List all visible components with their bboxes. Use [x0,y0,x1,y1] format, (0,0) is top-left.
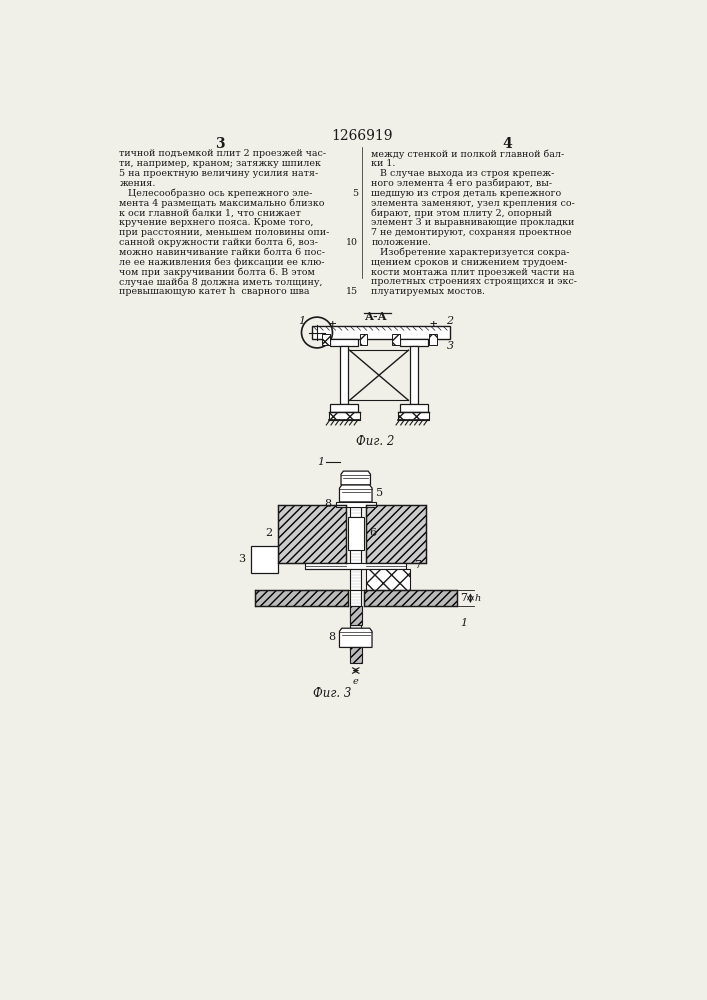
Text: 10: 10 [346,238,358,247]
Text: 5: 5 [352,189,358,198]
Polygon shape [341,471,370,485]
Bar [279,505,346,563]
Text: ного элемента 4 его разбирают, вы-: ного элемента 4 его разбирают, вы- [371,179,552,188]
Bar [305,563,406,569]
Text: 8: 8 [325,499,332,509]
Bar [348,517,363,550]
Bar [366,505,426,563]
Text: между стенкой и полкой главной бал-: между стенкой и полкой главной бал- [371,149,564,159]
Text: элемент 3 и выравнивающие прокладки: элемент 3 и выравнивающие прокладки [371,218,575,227]
Text: А-А: А-А [366,311,388,322]
Bar [340,346,348,404]
Text: санной окружности гайки болта 6, воз-: санной окружности гайки болта 6, воз- [119,238,318,247]
Text: ле ее наживления без фиксации ее клю-: ле ее наживления без фиксации ее клю- [119,258,325,267]
Text: чом при закручивании болта 6. В этом: чом при закручивании болта 6. В этом [119,268,315,277]
Text: можно навинчивание гайки болта 6 пос-: можно навинчивание гайки болта 6 пос- [119,248,325,257]
Bar [330,404,358,412]
Bar [349,647,362,663]
Bar [329,412,360,420]
Text: 7: 7 [414,560,421,570]
Text: плуатируемых мостов.: плуатируемых мостов. [371,287,485,296]
Bar [255,590,348,606]
Text: Целесообразно ось крепежного эле-: Целесообразно ось крепежного эле- [119,189,312,198]
Text: Фиг. 2: Фиг. 2 [356,435,395,448]
Text: 1: 1 [460,618,467,628]
Text: элемента заменяют, узел крепления со-: элемента заменяют, узел крепления со- [371,199,575,208]
Text: случае шайба 8 должна иметь толщину,: случае шайба 8 должна иметь толщину, [119,277,323,287]
Bar [392,334,400,345]
Text: Фиг. 3: Фиг. 3 [313,687,351,700]
Bar [349,606,362,625]
Text: 3: 3 [238,554,245,564]
Bar [330,339,358,346]
Text: 7: 7 [460,593,467,603]
Text: Изобретение характеризуется сокра-: Изобретение характеризуется сокра- [371,248,570,257]
Bar [400,339,428,346]
Text: при расстоянии, меньшем половины опи-: при расстоянии, меньшем половины опи- [119,228,329,237]
Text: пролетных строениях строящихся и экс-: пролетных строениях строящихся и экс- [371,277,577,286]
Bar [349,606,362,625]
Text: мента 4 размещать максимально близко: мента 4 размещать максимально близко [119,199,325,208]
Bar [322,334,330,345]
Polygon shape [339,628,372,647]
Text: 15: 15 [346,287,358,296]
Bar [410,346,418,404]
Text: к оси главной балки 1, что снижает: к оси главной балки 1, что снижает [119,208,301,217]
Text: 3: 3 [216,137,225,151]
Bar [336,502,376,507]
Text: жения.: жения. [119,179,156,188]
Text: 8: 8 [329,632,336,642]
Text: 2: 2 [446,316,453,326]
Text: 1: 1 [317,457,325,467]
Bar [351,507,361,650]
Text: превышающую катет h  сварного шва: превышающую катет h сварного шва [119,287,310,296]
Text: +: + [329,318,337,331]
Bar [366,505,426,563]
Text: 7 не демонтируют, сохраняя проектное: 7 не демонтируют, сохраняя проектное [371,228,572,237]
Bar [366,569,410,590]
Bar [363,590,457,606]
Text: щением сроков и снижением трудоем-: щением сроков и снижением трудоем- [371,258,568,267]
Bar [349,647,362,663]
Text: положение.: положение. [371,238,431,247]
Bar [360,334,368,345]
Bar [312,326,450,339]
Bar [429,334,437,345]
Text: 1: 1 [298,316,305,326]
Text: шедшую из строя деталь крепежного: шедшую из строя деталь крепежного [371,189,561,198]
Text: +: + [429,318,437,331]
Bar [255,590,348,606]
Text: ки 1.: ки 1. [371,159,396,168]
Text: ти, например, краном; затяжку шпилек: ти, например, краном; затяжку шпилек [119,159,322,168]
Text: 5: 5 [376,488,383,498]
Text: 1266919: 1266919 [331,129,392,143]
Bar [400,404,428,412]
Text: кручение верхнего пояса. Кроме того,: кручение верхнего пояса. Кроме того, [119,218,314,227]
Text: 5 на проектную величину усилия натя-: 5 на проектную величину усилия натя- [119,169,319,178]
Text: 2: 2 [265,528,272,538]
Text: бирают, при этом плиту 2, опорный: бирают, при этом плиту 2, опорный [371,208,552,218]
Bar [398,412,429,420]
Text: 4: 4 [502,137,512,151]
Bar [363,590,457,606]
Bar [279,505,346,563]
Text: тичной подъемкой плит 2 проезжей час-: тичной подъемкой плит 2 проезжей час- [119,149,327,158]
Bar [251,546,279,573]
Text: e: e [353,677,358,686]
Text: В случае выхода из строя крепеж-: В случае выхода из строя крепеж- [371,169,554,178]
Text: 6: 6 [370,528,377,538]
Text: кости монтажа плит проезжей части на: кости монтажа плит проезжей части на [371,268,575,277]
Polygon shape [339,485,372,502]
Text: h: h [474,594,481,603]
Text: 3: 3 [446,341,454,351]
